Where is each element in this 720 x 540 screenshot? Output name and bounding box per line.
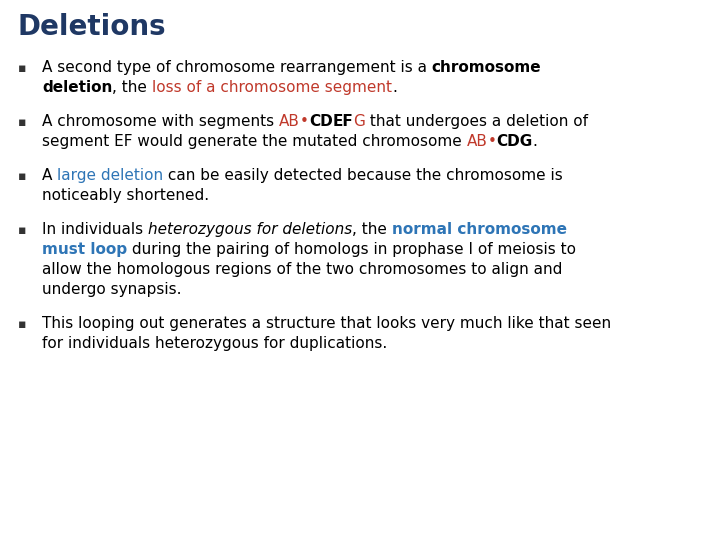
Text: must loop: must loop bbox=[42, 242, 127, 257]
Text: for individuals heterozygous for duplications.: for individuals heterozygous for duplica… bbox=[42, 336, 387, 351]
Text: segment EF would generate the mutated chromosome: segment EF would generate the mutated ch… bbox=[42, 134, 467, 149]
Text: ▪: ▪ bbox=[18, 318, 27, 331]
Text: normal chromosome: normal chromosome bbox=[392, 222, 567, 237]
Text: .: . bbox=[533, 134, 538, 149]
Text: A: A bbox=[42, 168, 58, 183]
Text: G: G bbox=[354, 114, 365, 129]
Text: allow the homologous regions of the two chromosomes to align and: allow the homologous regions of the two … bbox=[42, 262, 562, 277]
Text: CDG: CDG bbox=[496, 134, 533, 149]
Text: , the: , the bbox=[112, 80, 152, 95]
Text: large deletion: large deletion bbox=[58, 168, 163, 183]
Text: In individuals: In individuals bbox=[42, 222, 148, 237]
Text: AB: AB bbox=[279, 114, 300, 129]
Text: CD: CD bbox=[309, 114, 333, 129]
Text: .: . bbox=[392, 80, 397, 95]
Text: that undergoes a deletion of: that undergoes a deletion of bbox=[365, 114, 588, 129]
Text: •: • bbox=[300, 114, 309, 129]
Text: •: • bbox=[487, 134, 496, 149]
Text: A chromosome with segments: A chromosome with segments bbox=[42, 114, 279, 129]
Text: A second type of chromosome rearrangement is a: A second type of chromosome rearrangemen… bbox=[42, 60, 432, 75]
Text: during the pairing of homologs in prophase I of meiosis to: during the pairing of homologs in propha… bbox=[127, 242, 576, 257]
Text: undergo synapsis.: undergo synapsis. bbox=[42, 282, 181, 297]
Text: noticeably shortened.: noticeably shortened. bbox=[42, 188, 209, 203]
Text: loss of a chromosome segment: loss of a chromosome segment bbox=[152, 80, 392, 95]
Text: EF: EF bbox=[333, 114, 354, 129]
Text: Deletions: Deletions bbox=[18, 13, 166, 41]
Text: ▪: ▪ bbox=[18, 116, 27, 129]
Text: ▪: ▪ bbox=[18, 62, 27, 75]
Text: can be easily detected because the chromosome is: can be easily detected because the chrom… bbox=[163, 168, 563, 183]
Text: ▪: ▪ bbox=[18, 170, 27, 183]
Text: This looping out generates a structure that looks very much like that seen: This looping out generates a structure t… bbox=[42, 316, 611, 331]
Text: ▪: ▪ bbox=[18, 224, 27, 237]
Text: heterozygous for deletions: heterozygous for deletions bbox=[148, 222, 352, 237]
Text: AB: AB bbox=[467, 134, 487, 149]
Text: chromosome: chromosome bbox=[432, 60, 541, 75]
Text: , the: , the bbox=[352, 222, 392, 237]
Text: deletion: deletion bbox=[42, 80, 112, 95]
